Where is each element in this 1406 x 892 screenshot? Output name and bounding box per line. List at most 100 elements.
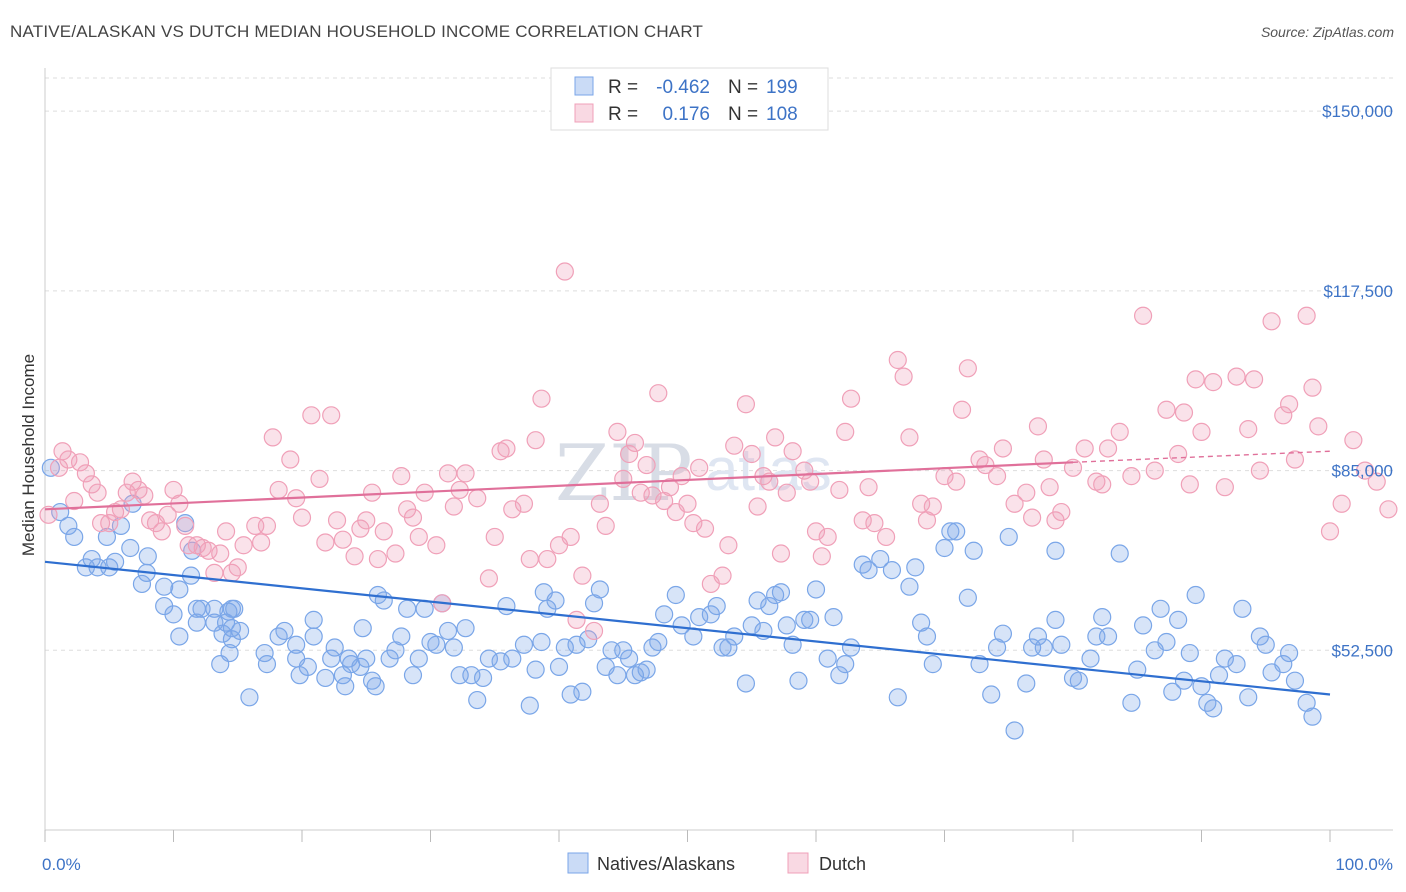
data-point: [713, 566, 732, 585]
data-point: [684, 514, 703, 533]
data-point: [906, 558, 925, 577]
data-point: [836, 422, 855, 441]
data-point: [1303, 378, 1322, 397]
data-point: [415, 599, 434, 618]
data-point: [947, 472, 966, 491]
data-point: [1215, 649, 1234, 668]
data-point: [386, 544, 405, 563]
data-point: [252, 533, 271, 552]
data-point: [1239, 688, 1258, 707]
data-point: [923, 655, 942, 674]
data-point: [392, 467, 411, 486]
bottom-legend: Natives/Alaskans Dutch: [567, 852, 866, 874]
data-point: [333, 530, 352, 549]
data-point: [444, 497, 463, 516]
data-point: [1174, 403, 1194, 422]
data-point: [1034, 638, 1053, 657]
data-point: [456, 619, 475, 638]
data-point: [70, 453, 90, 472]
data-point: [859, 561, 878, 580]
data-point: [234, 536, 253, 555]
data-point: [1034, 450, 1053, 469]
data-point: [1075, 439, 1094, 458]
bottom-legend-label: Natives/Alaskans: [597, 854, 735, 874]
data-point: [468, 690, 487, 710]
data-point: [213, 624, 232, 643]
data-point: [666, 585, 685, 605]
data-point: [590, 580, 609, 599]
data-point: [473, 668, 493, 688]
data-point: [841, 638, 861, 657]
data-point: [1280, 643, 1299, 663]
data-point: [263, 428, 282, 447]
data-point: [76, 464, 95, 483]
data-point: [357, 649, 376, 668]
data-point: [228, 558, 247, 577]
data-point: [1046, 541, 1065, 560]
data-point: [368, 549, 388, 569]
data-point: [1204, 699, 1223, 718]
data-point: [316, 668, 335, 688]
data-point: [316, 533, 335, 552]
data-point: [1180, 643, 1199, 663]
data-point: [748, 591, 767, 610]
data-point: [532, 632, 551, 652]
legend-r-label: R =: [608, 77, 638, 98]
bottom-legend-label: Dutch: [819, 854, 866, 874]
data-point: [1239, 420, 1258, 439]
data-point: [649, 632, 668, 652]
data-point: [158, 505, 177, 524]
data-point: [281, 450, 300, 469]
legend-n-value: 108: [766, 104, 798, 125]
data-point: [409, 649, 428, 668]
data-point: [155, 577, 174, 596]
data-point: [220, 643, 239, 663]
data-point: [876, 527, 896, 547]
data-point: [526, 431, 545, 450]
data-point: [240, 688, 259, 707]
data-point: [497, 439, 516, 458]
natives-trend-line: [44, 560, 1331, 696]
data-point: [1023, 508, 1042, 527]
data-point: [1122, 693, 1141, 712]
legend-n-label: N =: [728, 77, 758, 98]
data-point: [135, 486, 154, 505]
data-point: [230, 621, 250, 641]
data-point: [619, 649, 639, 668]
data-point: [152, 522, 171, 541]
data-point: [1180, 475, 1199, 494]
data-point: [777, 616, 796, 635]
data-point: [573, 566, 592, 585]
data-point: [514, 635, 534, 654]
data-point: [59, 450, 78, 469]
data-point: [164, 605, 183, 624]
data-point: [1110, 544, 1129, 563]
data-point: [121, 538, 140, 558]
data-point: [742, 444, 761, 464]
data-point: [795, 610, 814, 629]
data-point: [403, 666, 423, 685]
data-point: [322, 406, 341, 425]
data-point: [555, 638, 574, 657]
data-point: [176, 516, 195, 535]
data-point: [292, 508, 312, 527]
data-point: [1297, 306, 1316, 325]
data-point: [1274, 406, 1293, 425]
data-point: [353, 619, 372, 638]
data-point: [138, 547, 157, 566]
data-point: [614, 469, 633, 488]
data-point: [993, 624, 1013, 643]
data-point: [438, 464, 458, 483]
data-point: [362, 483, 382, 502]
data-point: [403, 508, 423, 527]
data-point: [923, 497, 942, 516]
data-point: [1285, 671, 1305, 690]
data-point: [766, 428, 785, 447]
data-point: [170, 627, 189, 646]
data-point: [105, 552, 125, 571]
data-point: [1204, 373, 1223, 392]
data-point: [211, 544, 230, 563]
data-point: [336, 677, 355, 696]
legend-swatch: [574, 76, 594, 96]
data-point: [1186, 370, 1205, 389]
